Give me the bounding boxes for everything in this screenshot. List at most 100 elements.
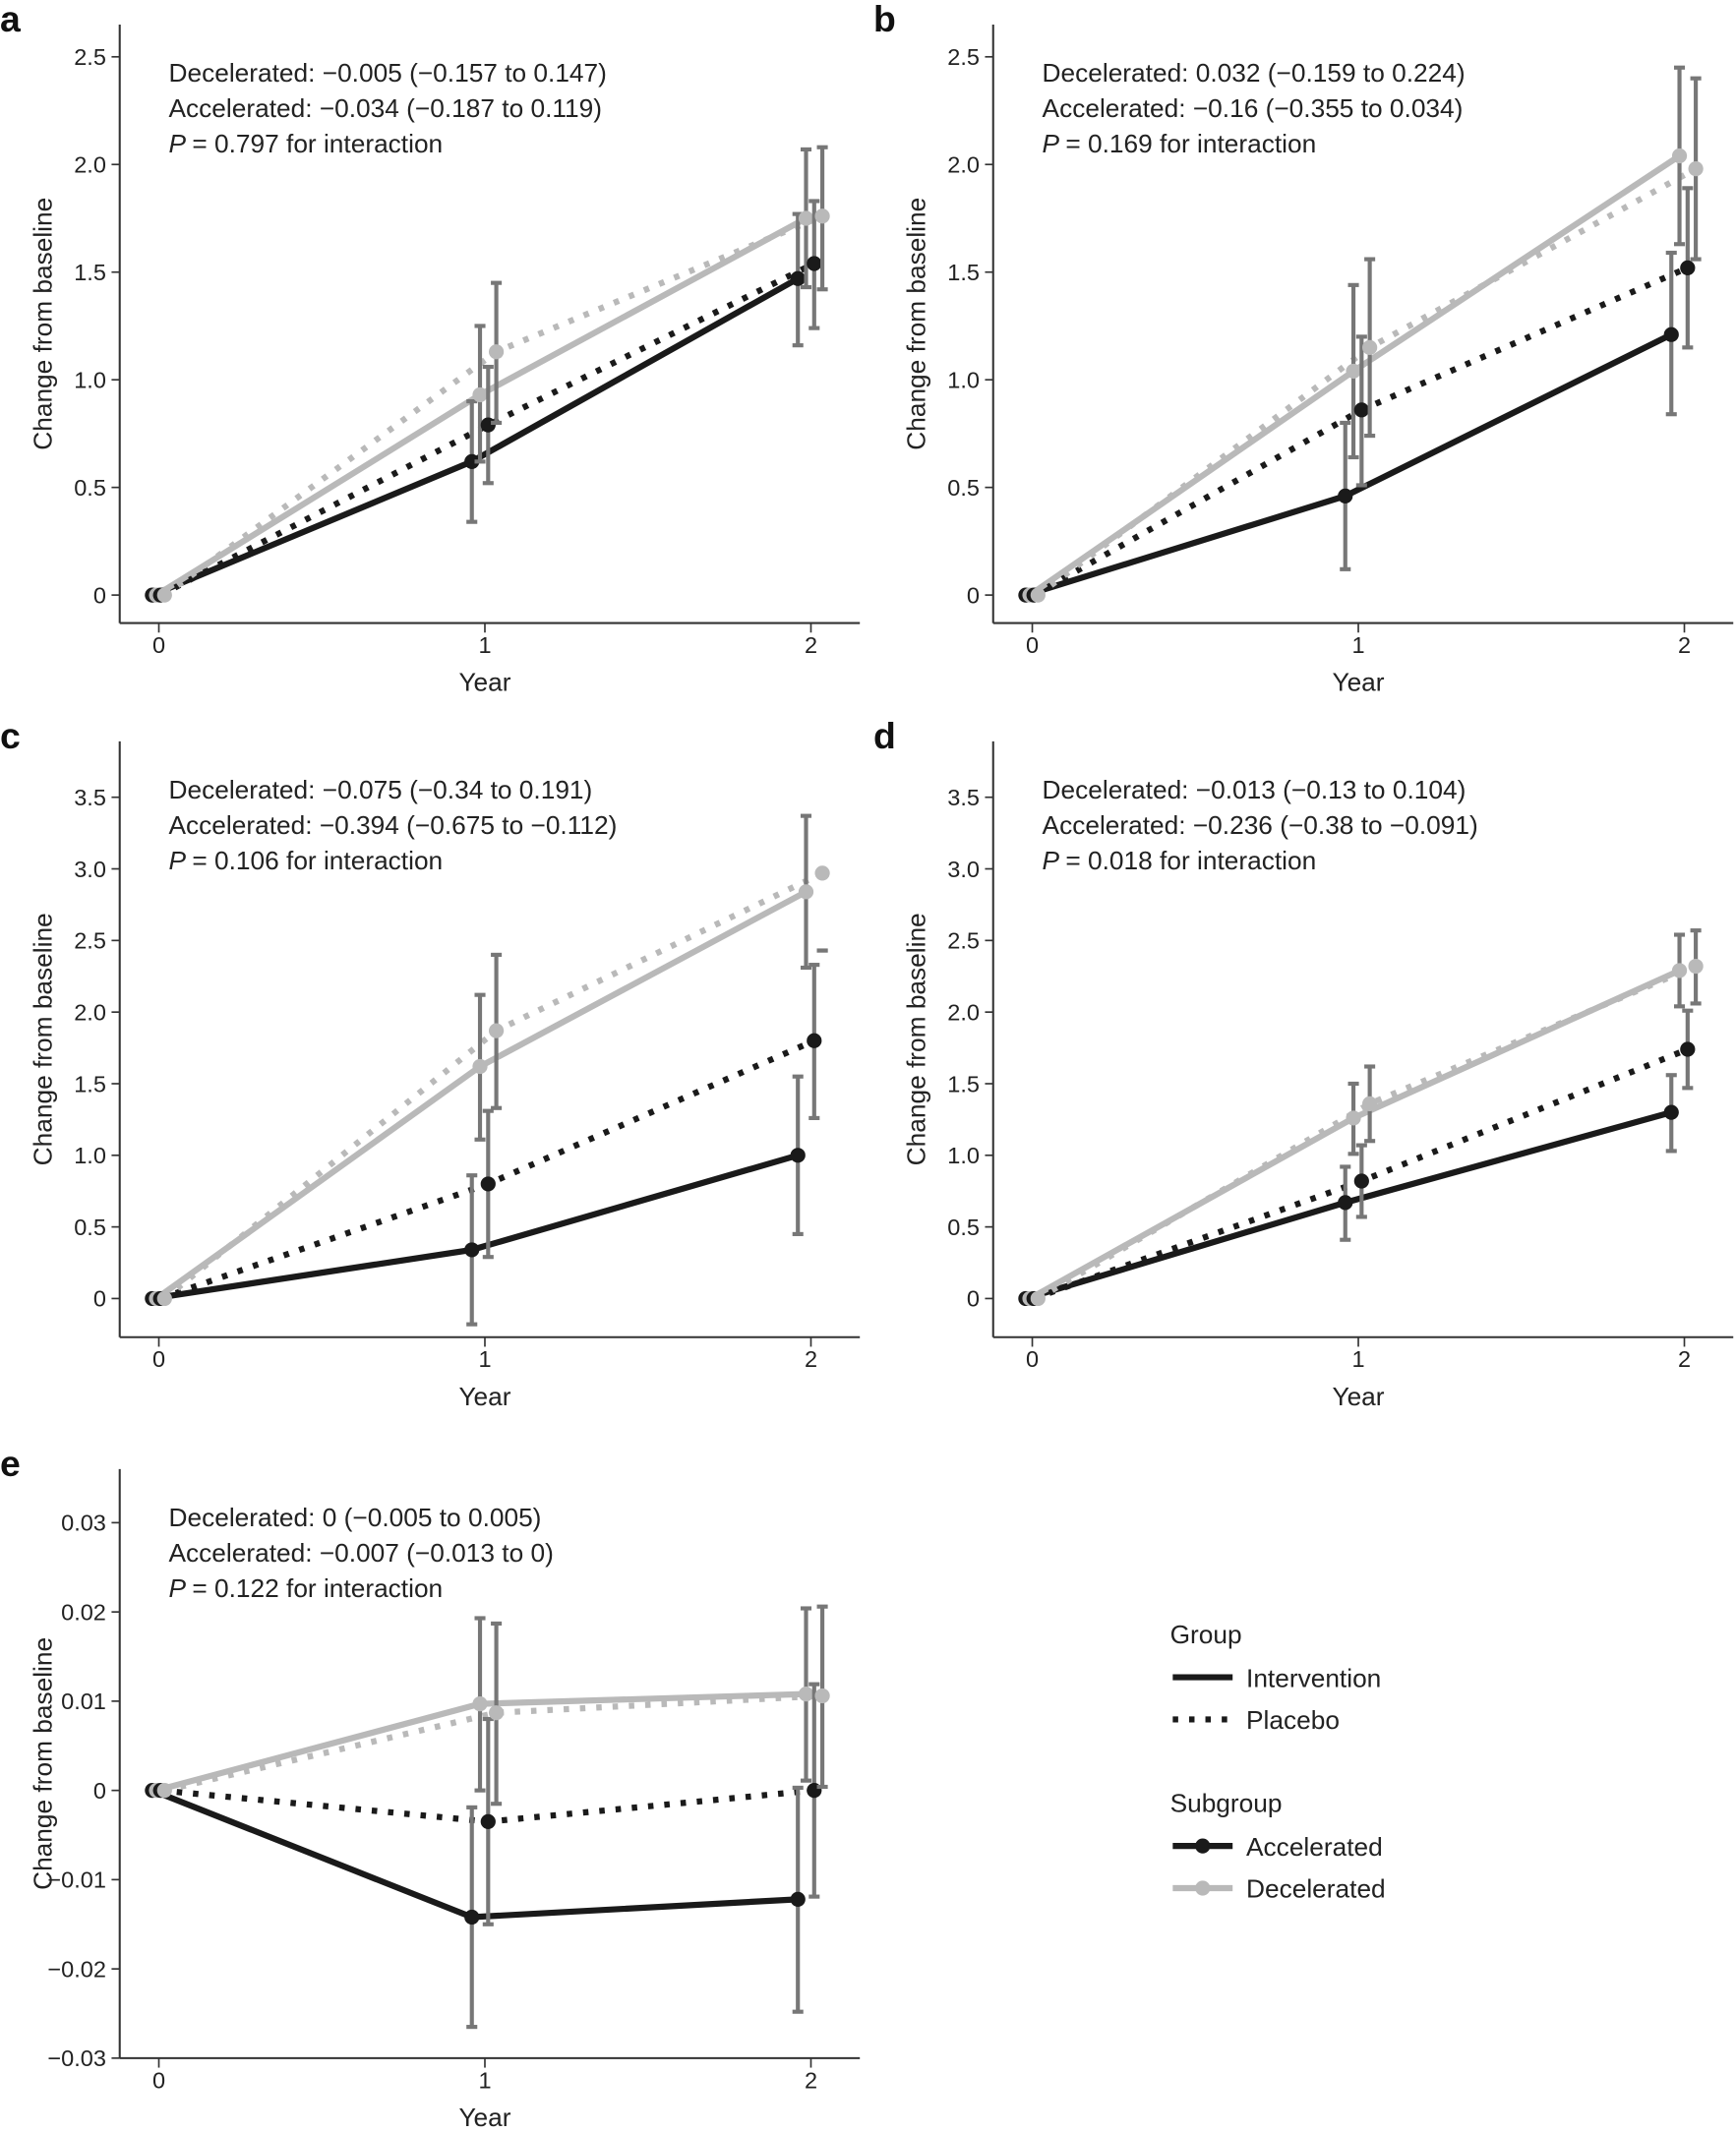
- series-line-intervention-accelerated: [150, 1787, 799, 1921]
- data-point: [472, 1058, 488, 1075]
- data-point: [488, 344, 505, 360]
- legend-decelerated-label: Decelerated: [1246, 1874, 1386, 1904]
- data-point: [156, 1783, 172, 1799]
- annotation-decelerated: Decelerated: 0.032 (−0.159 to 0.224): [1043, 58, 1466, 88]
- panel-b: b 0 0.5 1.0 1.5 2.0 2.5 0 1 2 Year Change from base…: [873, 0, 1734, 697]
- annotation-decelerated: Decelerated: 0 (−0.005 to 0.005): [169, 1503, 542, 1532]
- y-tick-label: 2.5: [74, 44, 106, 70]
- data-point: [790, 1148, 806, 1163]
- legend-placebo-label: Placebo: [1246, 1705, 1340, 1735]
- data-point: [1688, 958, 1704, 975]
- y-tick-label: 0: [967, 582, 980, 608]
- series-line-placebo-decelerated: [163, 1692, 823, 1794]
- data-point: [1362, 1096, 1378, 1111]
- data-point: [1353, 402, 1369, 418]
- y-tick-label: 1.0: [947, 1143, 980, 1168]
- data-point: [814, 865, 830, 881]
- data-point: [1688, 161, 1704, 177]
- y-tick-label: −0.03: [47, 2045, 105, 2071]
- y-tick-label: 0.01: [61, 1689, 106, 1714]
- data-point: [1346, 363, 1361, 380]
- data-point: [156, 587, 172, 603]
- panel-a: a 0 0.5 1.0 1.5 2.0 2.5 0 1 2 Year Change from base…: [0, 0, 861, 697]
- data-point: [1362, 339, 1378, 355]
- legend-accelerated-label: Accelerated: [1246, 1832, 1383, 1862]
- annotation-accelerated: Accelerated: −0.007 (−0.013 to 0): [169, 1538, 554, 1568]
- x-tick-label: 2: [1678, 632, 1691, 658]
- data-point: [807, 1033, 822, 1048]
- x-tick-label: 2: [805, 632, 817, 658]
- data-point: [472, 386, 488, 403]
- y-tick-label: 2.0: [74, 999, 106, 1025]
- y-tick-label: 3.0: [74, 857, 106, 882]
- annotation-accelerated: Accelerated: −0.394 (−0.675 to −0.112): [169, 810, 618, 840]
- data-point: [1338, 488, 1353, 504]
- data-point: [790, 270, 806, 286]
- data-point: [1671, 963, 1688, 978]
- panel-letter: c: [0, 715, 21, 756]
- annotation-accelerated: Accelerated: −0.034 (−0.187 to 0.119): [169, 93, 603, 123]
- x-axis-label: Year: [458, 668, 510, 697]
- data-point: [480, 417, 496, 433]
- annotation-decelerated: Decelerated: −0.075 (−0.34 to 0.191): [169, 775, 593, 804]
- x-tick-label: 0: [1026, 632, 1039, 658]
- y-tick-label: 0.5: [74, 475, 106, 501]
- annotation-p-value: P = 0.169 for interaction: [1043, 129, 1317, 158]
- data-point: [1353, 1173, 1369, 1189]
- legend-intervention-label: Intervention: [1246, 1663, 1381, 1692]
- y-tick-label: 0: [967, 1286, 980, 1312]
- panel-letter: d: [873, 715, 896, 756]
- x-tick-label: 0: [152, 2067, 165, 2093]
- series-line-placebo-decelerated: [1036, 963, 1698, 1302]
- x-tick-label: 2: [1678, 1346, 1691, 1372]
- series-line-placebo-decelerated: [162, 212, 824, 598]
- annotation-decelerated: Decelerated: −0.013 (−0.13 to 0.104): [1043, 775, 1467, 804]
- annotation-accelerated: Accelerated: −0.236 (−0.38 to −0.091): [1043, 810, 1478, 840]
- x-tick-label: 2: [805, 2067, 817, 2093]
- legend-decelerated-marker: [1195, 1880, 1211, 1896]
- y-tick-label: 0.03: [61, 1511, 106, 1536]
- y-tick-label: 0: [93, 1286, 106, 1312]
- data-point: [1680, 260, 1696, 275]
- data-point: [814, 208, 830, 224]
- y-axis-label: Change from baseline: [29, 913, 58, 1165]
- data-point: [1346, 1110, 1361, 1126]
- y-tick-label: 3.5: [947, 785, 980, 810]
- legend: Group Intervention Placebo Subgroup Acce…: [1170, 1620, 1386, 1904]
- legend-group-title: Group: [1170, 1620, 1242, 1649]
- x-axis-label: Year: [1332, 668, 1384, 697]
- legend-accelerated-marker: [1195, 1838, 1211, 1854]
- x-tick-label: 1: [478, 2067, 491, 2093]
- data-point: [798, 1687, 814, 1702]
- annotation-p-value: P = 0.106 for interaction: [169, 846, 444, 875]
- y-tick-label: 2.5: [74, 928, 106, 954]
- annotation-p-value: P = 0.797 for interaction: [169, 129, 444, 158]
- y-tick-label: 0.5: [74, 1215, 106, 1240]
- y-tick-label: 2.5: [947, 44, 980, 70]
- y-tick-label: 3.5: [74, 785, 106, 810]
- y-tick-label: 3.0: [947, 857, 980, 882]
- data-point: [807, 256, 822, 271]
- x-axis-label: Year: [1332, 1382, 1384, 1411]
- y-tick-label: −0.01: [47, 1867, 105, 1893]
- x-tick-label: 1: [478, 1346, 491, 1372]
- x-tick-label: 1: [478, 632, 491, 658]
- data-point: [480, 1176, 496, 1192]
- x-tick-label: 0: [152, 632, 165, 658]
- panel-d: d 0 0.5 1.0 1.5 2.0 2.5 3.0 3.5 0 1 2 Year Change fro…: [873, 715, 1734, 1411]
- y-axis-label: Change from baseline: [902, 913, 931, 1165]
- annotation-p-value: P = 0.122 for interaction: [169, 1573, 444, 1603]
- data-point: [488, 1023, 505, 1038]
- data-point: [790, 1891, 806, 1907]
- panel-c: c 0 0.5 1.0 1.5 2.0 2.5 3.0 3.5 0 1 2 Year Change fro…: [0, 715, 861, 1411]
- data-point: [488, 1705, 505, 1721]
- data-point: [798, 210, 814, 226]
- y-tick-label: 0.02: [61, 1599, 106, 1625]
- x-tick-label: 2: [805, 1346, 817, 1372]
- legend-subgroup-title: Subgroup: [1170, 1789, 1283, 1818]
- data-point: [814, 1688, 830, 1704]
- y-tick-label: 1.0: [947, 367, 980, 392]
- panel-letter: e: [0, 1443, 21, 1484]
- series-line-placebo-decelerated: [1036, 165, 1698, 598]
- panel-letter: a: [0, 0, 21, 39]
